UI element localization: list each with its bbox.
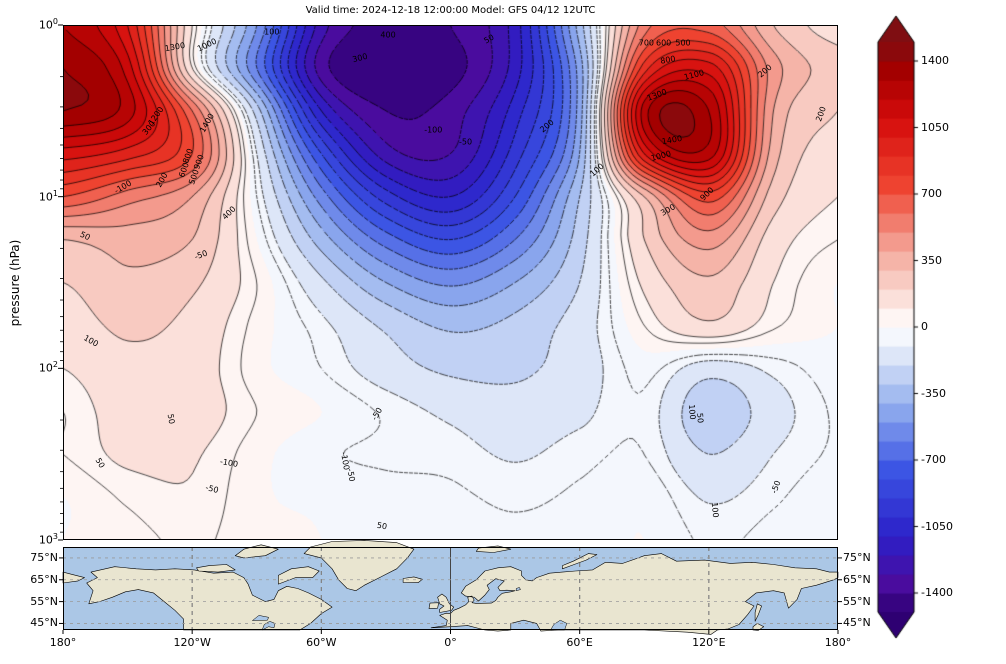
y-tick-label: 102 [38,360,58,375]
y-tick-label: 103 [38,532,58,547]
contour-label: 50 [375,520,388,532]
landmass [303,540,415,591]
colorbar-tick-label: 700 [921,187,942,200]
world-map [62,540,839,635]
lat-tick-label-right: 55°N [843,594,871,608]
contour-label: 100 [264,27,280,37]
landmass [196,564,236,573]
y-tick-label: 100 [38,17,58,32]
lat-tick-label-left: 55°N [30,594,58,608]
colorbar-tick-label: 0 [921,320,928,333]
cross-section-field-canvas [63,25,838,540]
landmass [562,553,598,570]
landmass [402,576,423,583]
lake [251,615,269,621]
landmass [754,603,762,622]
colorbar-tick-label: -700 [921,453,946,466]
lake [515,587,521,592]
landmass [62,571,85,584]
colorbar [876,12,922,648]
lat-tick-label-left: 65°N [30,572,58,586]
landmass [437,593,454,613]
contour-label: 50 [695,412,706,424]
contour-label: 500 [675,38,691,48]
lat-tick-label-right: 75°N [843,550,871,564]
contour-label: -50 [459,137,473,147]
colorbar-tick-label: -350 [921,386,946,400]
lake [550,619,568,631]
x-tick-label: 60°E [566,636,593,649]
contour-label: -100 [424,125,443,135]
x-tick-label: 180° [49,636,77,649]
colorbar-tick-label: -1050 [921,519,953,533]
contour-label: 600 [655,38,672,48]
lat-tick-label-left: 45°N [30,616,58,630]
contour-label: 100 [710,502,721,519]
landmass [428,602,439,609]
y-axis-label: pressure (hPa) [8,239,22,327]
contour-label: 400 [380,30,396,40]
colorbar-tick-label: -1400 [921,586,953,599]
colorbar-tick-label: 1400 [921,54,949,67]
x-tick-label: 60°W [306,636,337,649]
chart-title: Valid time: 2024-12-18 12:00:00 Model: G… [305,5,596,16]
landmass [234,544,279,559]
ocean [63,547,838,630]
landmass [278,566,320,585]
y-tick-label: 101 [38,188,58,204]
landmass [86,566,333,631]
x-tick-label: 120°W [173,636,211,649]
contour-label: 700 [638,38,655,48]
lake [261,621,276,631]
x-tick-label: 180° [824,636,852,649]
map-frame [63,547,838,630]
landmass [476,545,512,553]
colorbar-tick-label: 1050 [921,120,949,134]
contour-label: 50 [165,412,176,425]
lat-tick-label-right: 65°N [843,572,871,586]
lat-tick-label-right: 45°N [843,616,871,630]
colorbar-tick-label: 350 [921,253,942,267]
lat-tick-label-left: 75°N [30,550,58,564]
landmass [430,553,839,635]
x-tick-label: 120°E [692,636,726,649]
x-tick-label: 0° [444,636,457,649]
landmass [752,623,764,631]
